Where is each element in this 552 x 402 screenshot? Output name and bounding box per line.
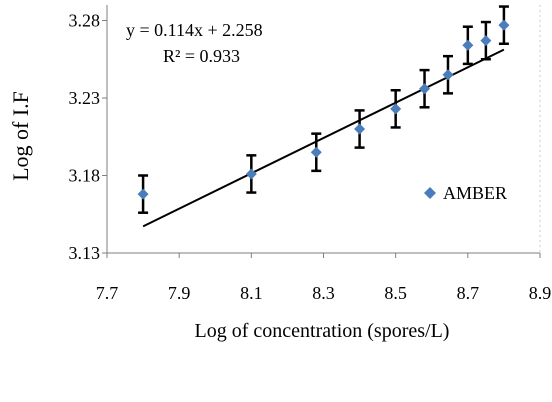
- x-tick-label: 7.7: [96, 283, 119, 303]
- data-point: [310, 146, 322, 158]
- legend: AMBER: [424, 183, 507, 203]
- data-point: [462, 39, 474, 51]
- data-point: [245, 168, 257, 180]
- data-points: [137, 19, 510, 200]
- y-axis-ticks: 3.13 3.18 3.23 3.28: [69, 11, 107, 263]
- x-tick-label: 8.7: [457, 283, 480, 303]
- x-tick-label: 8.5: [384, 283, 407, 303]
- trendline-r-squared: R² = 0.933: [163, 46, 240, 66]
- data-point: [419, 83, 431, 95]
- x-tick-label: 8.3: [312, 283, 335, 303]
- y-axis-title: Log of I.F: [8, 91, 33, 181]
- trendline-group: [142, 48, 505, 228]
- trendline-equation: y = 0.114x + 2.258: [126, 20, 263, 40]
- trendline: [142, 48, 505, 228]
- y-tick-label: 3.28: [69, 11, 101, 31]
- x-tick-label: 8.9: [529, 283, 552, 303]
- data-point: [480, 35, 492, 47]
- x-axis-title: Log of concentration (spores/L): [195, 320, 450, 342]
- data-point: [390, 103, 402, 115]
- x-tick-label: 8.1: [240, 283, 263, 303]
- data-point: [354, 123, 366, 135]
- data-point: [137, 188, 149, 200]
- y-tick-label: 3.18: [69, 166, 101, 186]
- data-point: [442, 69, 454, 81]
- legend-label-amber: AMBER: [443, 183, 507, 203]
- y-tick-label: 3.23: [69, 88, 101, 108]
- y-tick-label: 3.13: [69, 243, 101, 263]
- x-tick-label: 7.9: [168, 283, 191, 303]
- plot-frame: [106, 5, 541, 254]
- legend-marker-amber: [424, 187, 436, 199]
- x-axis-ticks: 7.7 7.9 8.1 8.3 8.5 8.7 8.9: [96, 253, 552, 303]
- data-point: [498, 19, 510, 31]
